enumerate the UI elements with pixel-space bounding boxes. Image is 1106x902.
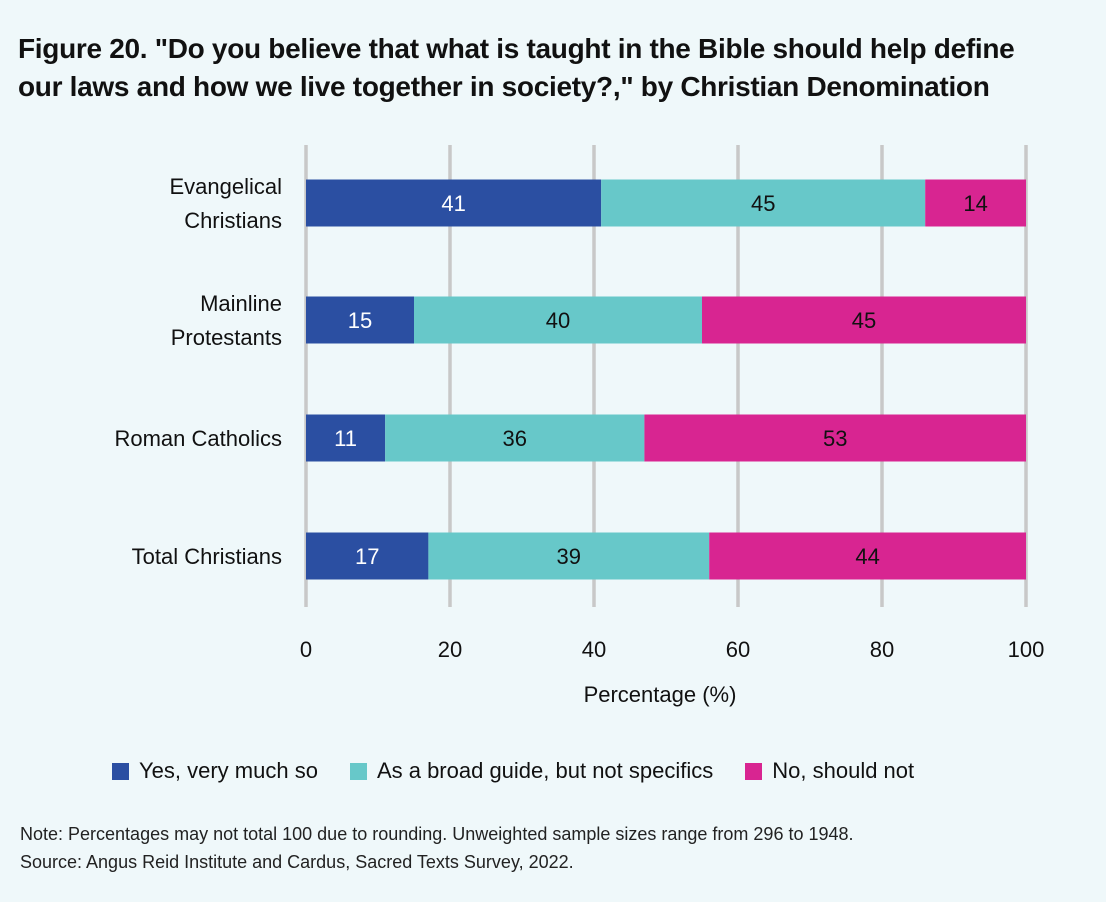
chart-title: Figure 20. "Do you believe that what is … xyxy=(18,30,1098,106)
legend: Yes, very much so As a broad guide, but n… xyxy=(112,758,946,784)
legend-label: Yes, very much so xyxy=(139,758,318,783)
x-tick-label: 80 xyxy=(870,637,894,662)
legend-swatch xyxy=(745,762,763,780)
data-label: 53 xyxy=(823,426,847,451)
data-label: 15 xyxy=(348,308,372,333)
x-tick-label: 60 xyxy=(726,637,750,662)
data-label: 17 xyxy=(355,544,379,569)
bars: 41 45 14 15 40 45 11 36 53 17 39 44 xyxy=(306,179,1026,580)
data-label: 45 xyxy=(751,191,775,216)
title-line-2: our laws and how we live together in soc… xyxy=(18,71,990,102)
bar-segment xyxy=(385,414,645,462)
y-axis-label: Evangelical Christians xyxy=(169,174,282,233)
legend-swatch xyxy=(112,762,129,780)
data-label: 44 xyxy=(855,544,879,569)
y-axis-label: Total Christians xyxy=(132,544,282,569)
legend-label: As a broad guide, but not specifics xyxy=(376,758,714,783)
x-tick-label: 40 xyxy=(582,637,606,662)
data-label: 41 xyxy=(441,191,465,216)
bar-segment xyxy=(428,532,710,580)
footnote: Note: Percentages may not total 100 due … xyxy=(20,820,854,876)
bar-segment xyxy=(709,532,1026,580)
x-tick-label: 0 xyxy=(300,637,312,662)
x-axis-label: Percentage (%) xyxy=(584,682,737,707)
legend-swatch xyxy=(349,762,367,780)
legend-item: No, should not xyxy=(745,758,914,784)
legend-label: No, should not xyxy=(772,758,915,783)
y-axis-label: Roman Catholics xyxy=(114,426,282,451)
bar-segment xyxy=(306,532,429,580)
bar-segment xyxy=(306,179,602,227)
data-label: 45 xyxy=(852,308,876,333)
bar-segment xyxy=(414,296,702,344)
bar-segment xyxy=(702,296,1026,344)
bar-segment xyxy=(306,296,414,344)
y-axis-label: Mainline Protestants xyxy=(171,291,282,350)
source-text: Source: Angus Reid Institute and Cardus,… xyxy=(20,852,574,872)
legend-item: As a broad guide, but not specifics xyxy=(349,758,714,784)
data-label: 11 xyxy=(334,426,357,451)
title-line-1: Figure 20. "Do you believe that what is … xyxy=(18,33,1015,64)
data-label: 39 xyxy=(557,544,581,569)
y-axis-labels: Evangelical Christians Mainline Protestants… xyxy=(114,174,282,569)
data-label: 14 xyxy=(963,191,987,216)
legend-item: Yes, very much so xyxy=(112,758,318,784)
bar-segment xyxy=(925,179,1026,227)
data-label: 36 xyxy=(503,426,527,451)
note-text: Note: Percentages may not total 100 due … xyxy=(20,824,854,844)
bar-segment xyxy=(306,414,386,462)
x-tick-label: 100 xyxy=(1008,637,1045,662)
bar-segment xyxy=(601,179,926,227)
x-axis-ticks: 0 20 40 60 80 100 xyxy=(300,637,1044,662)
bar-group: 15 40 45 xyxy=(306,296,1026,344)
bar-segment xyxy=(644,414,1026,462)
bar-group: 41 45 14 xyxy=(306,179,1026,227)
data-label: 40 xyxy=(546,308,570,333)
bar-group: 17 39 44 xyxy=(306,532,1026,580)
bar-group: 11 36 53 xyxy=(306,414,1026,462)
x-tick-label: 20 xyxy=(438,637,462,662)
